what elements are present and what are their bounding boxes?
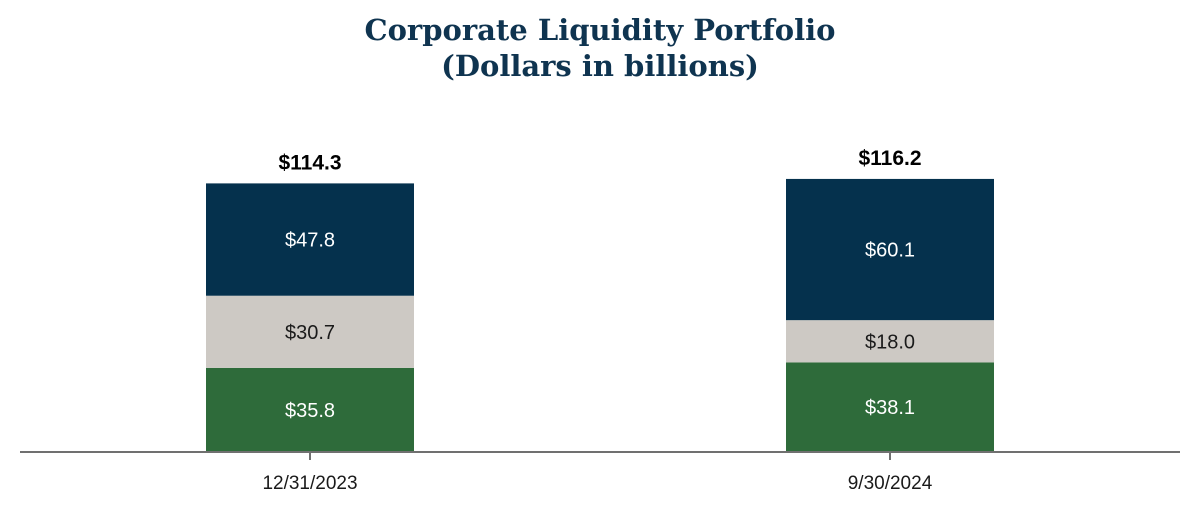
- bar-segment-1-2: [786, 362, 994, 452]
- bar-segment-2-2: [786, 320, 994, 363]
- bars-group: $35.8 $30.7 $47.8 $114.3 $38.1 $18.0 $60.1 $116…: [206, 147, 994, 452]
- bar-segment-3-1: [206, 183, 414, 296]
- total-value-label: $116.2: [858, 147, 921, 170]
- chart-subtitle: (Dollars in billions): [441, 49, 759, 83]
- chart-title: Corporate Liquidity Portfolio: [365, 13, 836, 47]
- segment-value-label: $35.8: [285, 400, 335, 422]
- bar-segment-1-1: [206, 367, 414, 452]
- bar-segment-3-2: [786, 178, 994, 321]
- segment-value-label: $47.8: [285, 230, 335, 252]
- segment-value-label: $30.7: [285, 322, 335, 344]
- segment-value-label: $18.0: [865, 331, 915, 353]
- segment-value-label: $60.1: [865, 240, 915, 262]
- x-tick-label: 9/30/2024: [848, 473, 933, 494]
- segment-value-label: $38.1: [865, 397, 915, 419]
- x-axis: 12/31/2023 9/30/2024: [20, 451, 1180, 494]
- bar-segment-2-1: [206, 295, 414, 368]
- total-value-label: $114.3: [278, 151, 341, 174]
- x-tick-label: 12/31/2023: [262, 473, 357, 494]
